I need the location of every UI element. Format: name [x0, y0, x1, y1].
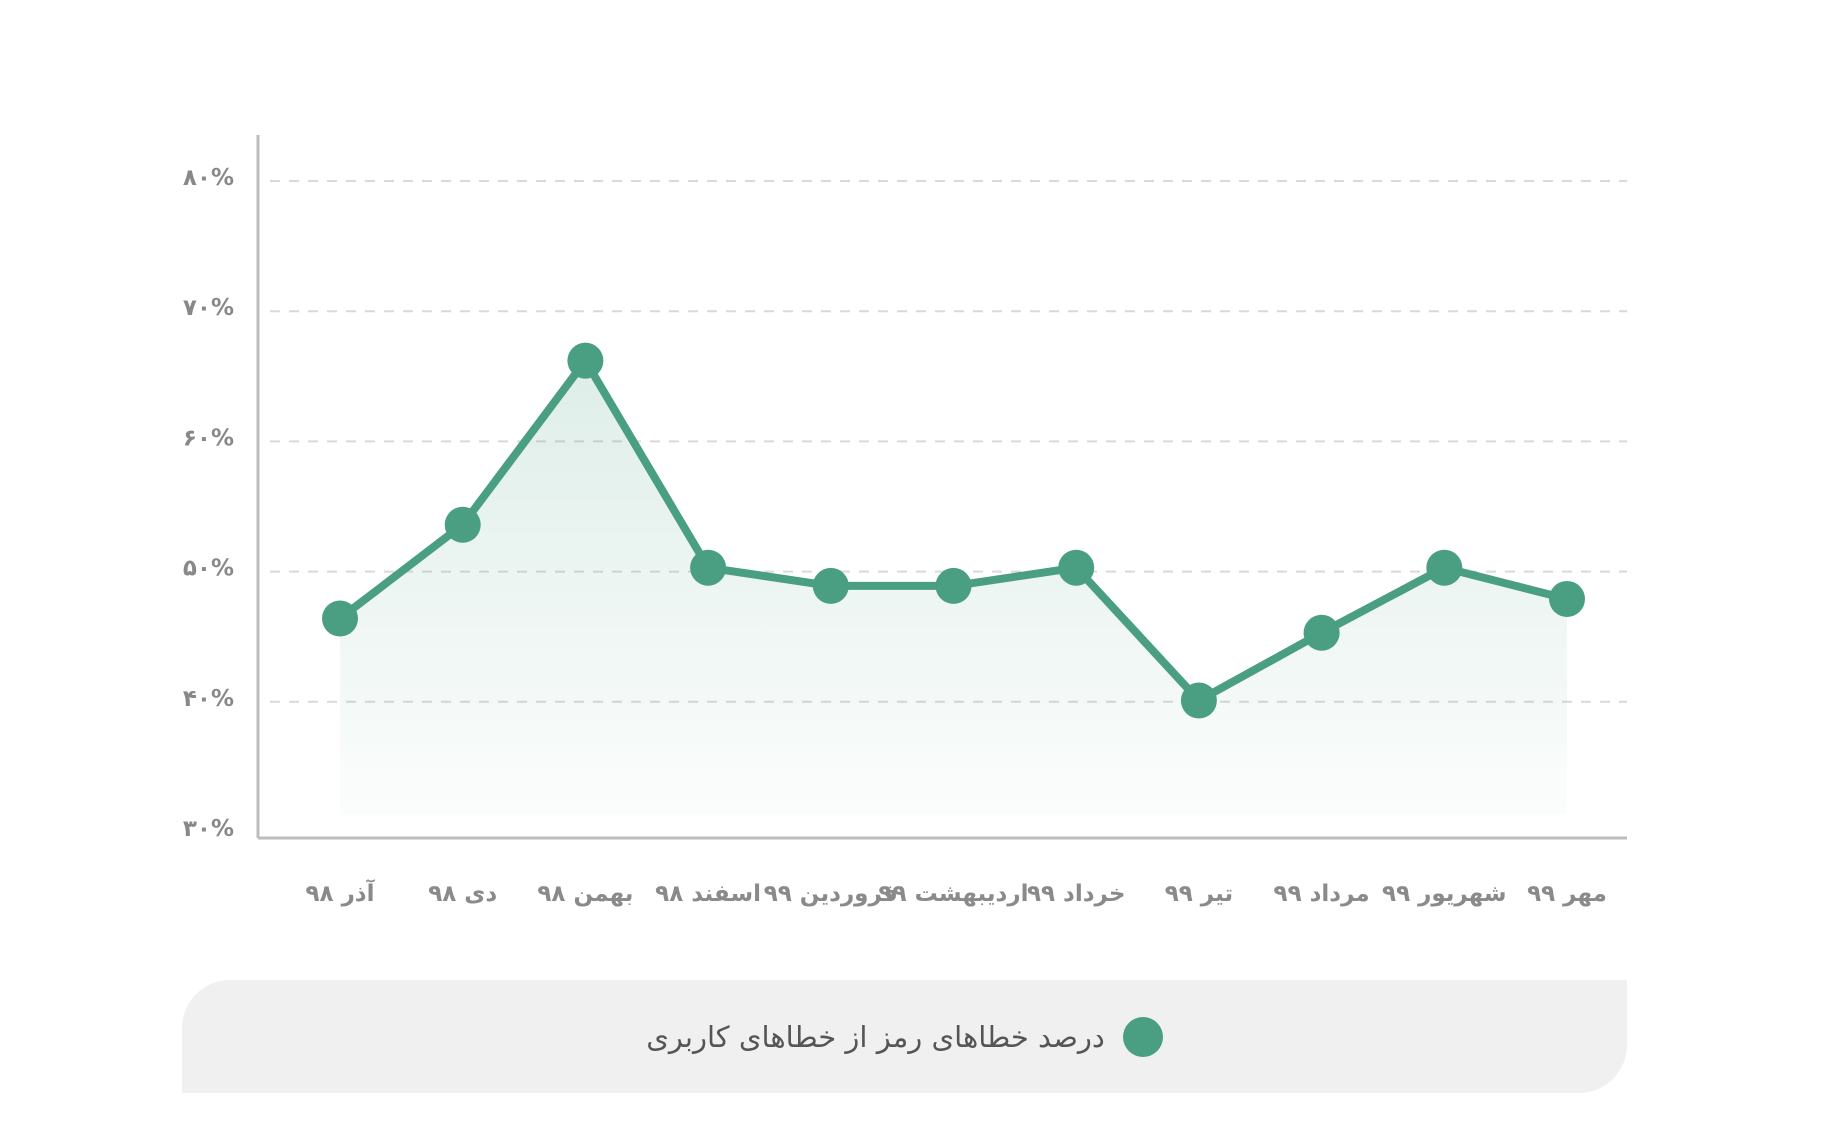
- y-tick-label: ۵۰%: [183, 556, 234, 582]
- data-point: [1180, 682, 1217, 719]
- data-point: [322, 600, 358, 637]
- y-tick-label: ۸۰%: [183, 165, 234, 191]
- data-point: [1426, 549, 1463, 586]
- data-point: [444, 506, 481, 543]
- data-points: [322, 342, 1585, 719]
- x-tick-label: آذر ۹۸: [305, 878, 375, 907]
- data-point: [1058, 549, 1095, 586]
- data-point: [1549, 580, 1585, 617]
- x-tick-label: مهر ۹۹: [1527, 881, 1607, 907]
- y-tick-label: ۴۰%: [183, 686, 234, 712]
- y-tick-label: ۶۰%: [183, 425, 234, 451]
- axes: [256, 135, 1627, 840]
- x-tick-label: تیر ۹۹: [1165, 881, 1233, 907]
- data-point: [812, 567, 849, 604]
- data-point: [567, 342, 604, 379]
- x-tick-label: اردیبهشت ۹۹: [879, 881, 1029, 907]
- y-tick-label: ۷۰%: [183, 295, 234, 321]
- x-tick-label: فروردین ۹۹: [764, 881, 898, 907]
- x-tick-label: اسفند ۹۸: [655, 881, 761, 907]
- legend: درصد خطاهای رمز از خطاهای کاربری: [182, 980, 1627, 1093]
- x-tick-label: دی ۹۸: [428, 881, 497, 907]
- data-point: [1303, 614, 1340, 651]
- legend-label: درصد خطاهای رمز از خطاهای کاربری: [646, 1019, 1105, 1054]
- data-point: [935, 567, 972, 604]
- y-axis-ticks: ۳۰% ۴۰% ۵۰% ۶۰% ۷۰% ۸۰%: [183, 165, 234, 842]
- y-tick-label: ۳۰%: [183, 816, 234, 842]
- data-point: [690, 549, 727, 586]
- x-tick-label: خرداد ۹۹: [1027, 881, 1125, 907]
- x-tick-label: مرداد ۹۹: [1274, 881, 1370, 907]
- x-tick-label: بهمن ۹۸: [537, 881, 633, 907]
- x-axis-ticks: آذر ۹۸ دی ۹۸ بهمن ۹۸ اسفند ۹۸ فروردین ۹۹اردی…: [305, 878, 1606, 907]
- x-tick-label: شهریور ۹۹: [1382, 881, 1507, 907]
- legend-marker: [1122, 1016, 1163, 1057]
